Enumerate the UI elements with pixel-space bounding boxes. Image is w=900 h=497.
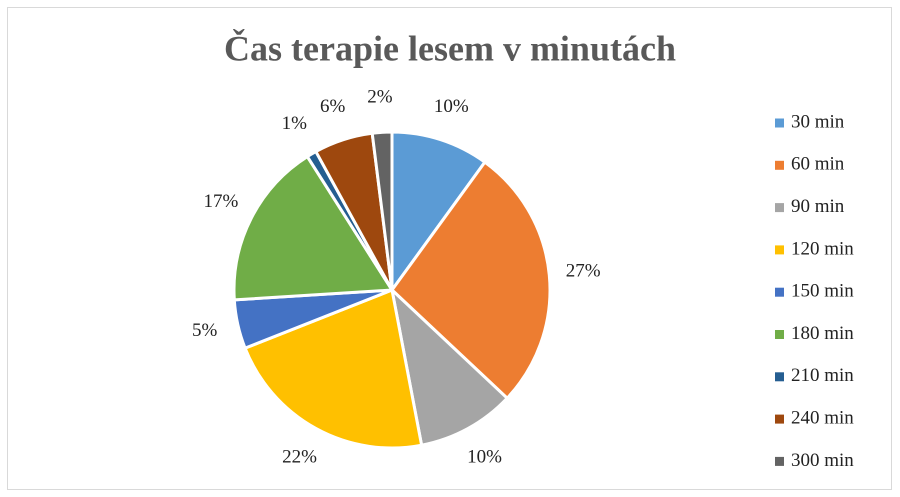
data-label: 1% [282,113,308,134]
pie-slice [390,288,509,447]
legend-label: 180 min [791,323,854,344]
legend-label: 150 min [791,281,854,302]
legend-swatch [775,330,784,339]
pie-slice [232,155,394,302]
legend-label: 300 min [791,450,854,471]
data-label: 10% [467,447,502,468]
chart-title: Čas terapie lesem v minutách [224,28,676,68]
legend-label: 210 min [791,365,854,386]
legend-swatch [775,160,784,170]
legend-swatch [775,203,784,213]
pie-slice [370,130,394,292]
legend-swatch [775,118,784,128]
pie-slice [390,160,552,400]
data-label: 2% [367,87,393,108]
data-label: 6% [320,96,346,117]
legend-swatch [775,287,784,297]
legend-label: 90 min [791,196,845,217]
legend-swatch [775,414,784,424]
data-label: 10% [434,96,469,117]
data-label: 27% [566,260,601,281]
pie-slice [390,130,487,292]
data-label: 17% [204,191,239,212]
legend-swatch [775,245,784,255]
data-label: 22% [282,447,317,468]
data-label: 5% [192,320,218,341]
legend-label: 60 min [791,154,845,175]
legend-label: 30 min [791,111,845,132]
pie-slice [243,288,424,450]
legend-swatch [775,372,784,382]
legend-swatch [775,456,784,466]
legend-label: 240 min [791,407,854,428]
legend-label: 120 min [791,238,854,259]
